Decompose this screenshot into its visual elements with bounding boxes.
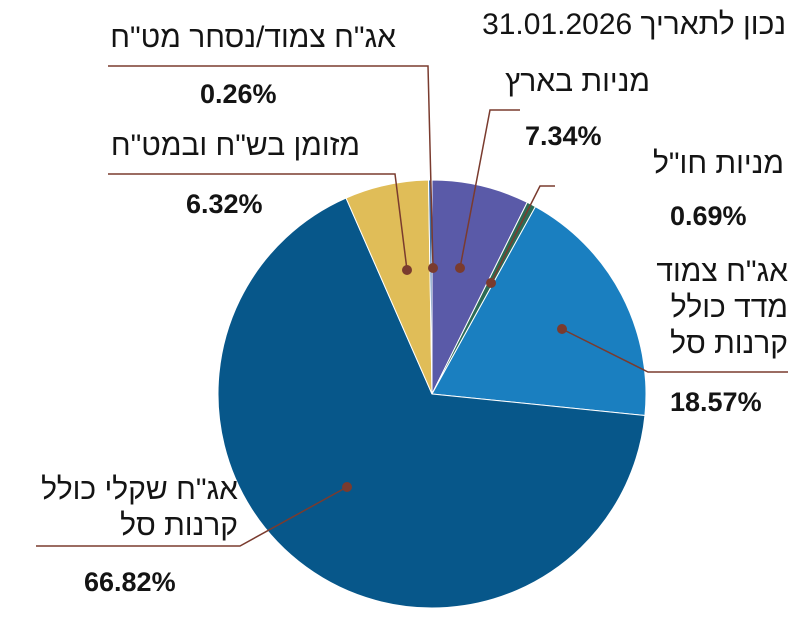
slice-domestic-equities [431,179,528,395]
value-shekel-bonds: 66.82% [84,567,176,597]
leader-domestic-equities [459,109,520,269]
date-label: נכון לתאריך 31.01.2026 [482,8,786,41]
value-cash: 6.32% [186,189,263,219]
value-domestic-equities: 7.34% [525,121,602,151]
leader-dot-bonds-fx [428,263,438,273]
leader-foreign-equities [490,185,555,284]
value-foreign-equities: 0.69% [670,201,747,231]
slice-shekel-bonds [217,197,646,609]
label-shekel-bonds: אג"ח שקלי כולל קרנות סל [41,473,238,542]
label-domestic-equities: מניות בארץ [505,65,650,98]
label-bonds-fx: אג"ח צמוד/נסחר מט"ח [110,21,396,54]
leader-dot-shekel-bonds [342,482,352,492]
label-foreign-equities: מניות חו"ל [652,147,784,180]
label-cpi-bonds: אג"ח צמוד מדד כולל קרנות סל [656,255,788,360]
leader-cpi-bonds [561,328,788,373]
leader-bonds-fx [108,65,434,269]
value-bonds-fx: 0.26% [200,79,277,109]
leader-lines [36,65,788,547]
leader-shekel-bonds [36,486,348,547]
leader-dot-domestic-equities [455,263,465,273]
value-cpi-bonds: 18.57% [670,387,762,417]
leader-dot-cash [402,265,412,275]
leader-dot-cpi-bonds [557,324,567,334]
leader-cash [108,173,408,271]
pie-slices [217,179,647,609]
leader-dot-foreign-equities [486,278,496,288]
label-cash: מזומן בש"ח ובמט"ח [110,129,360,162]
slice-cpi-bonds [431,205,647,417]
